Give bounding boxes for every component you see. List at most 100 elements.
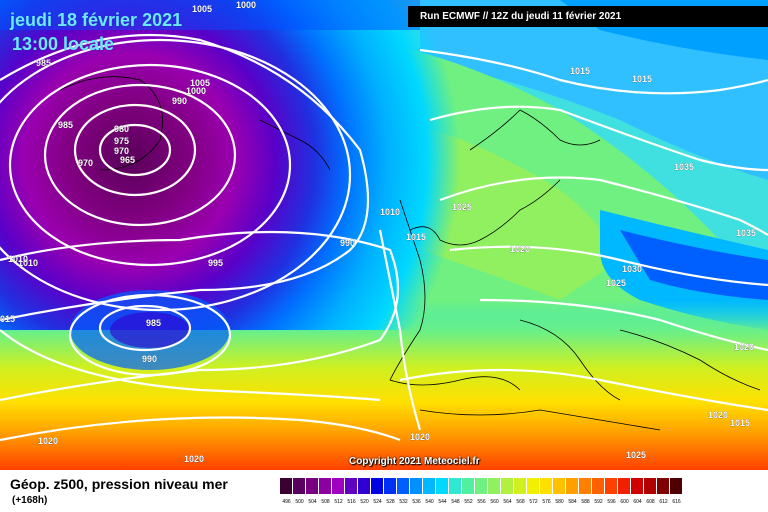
legend-tick-label: 536 <box>412 499 421 505</box>
isobar-label: 1020 <box>708 410 728 420</box>
legend-swatch <box>657 478 670 494</box>
legend-tick-label: 524 <box>373 499 382 505</box>
legend-swatch <box>514 478 527 494</box>
legend-swatch <box>475 478 488 494</box>
legend-swatch <box>566 478 579 494</box>
legend-tick-label: 532 <box>399 499 408 505</box>
legend-tick-label: 544 <box>438 499 447 505</box>
legend-tick-label: 564 <box>503 499 512 505</box>
isobar-label: 965 <box>120 155 135 165</box>
legend-tick-label: 576 <box>542 499 551 505</box>
legend-swatch <box>527 478 540 494</box>
legend-swatch <box>488 478 501 494</box>
legend-tick-label: 572 <box>529 499 538 505</box>
forecast-lead: (+168h) <box>12 495 48 506</box>
legend-swatch <box>319 478 332 494</box>
color-legend <box>280 478 683 494</box>
isobar-label: 1015 <box>632 74 652 84</box>
isobar-label: 1025 <box>606 278 626 288</box>
legend-tick-label: 568 <box>516 499 525 505</box>
isobar-label: 015 <box>0 314 15 324</box>
isobar-label: 1015 <box>406 232 426 242</box>
isobar-label: 1010 <box>18 258 38 268</box>
legend-swatch <box>618 478 631 494</box>
legend-swatch <box>358 478 371 494</box>
legend-tick-label: 580 <box>555 499 564 505</box>
isobar-label: 1020 <box>410 432 430 442</box>
isobar-label: 1020 <box>184 454 204 464</box>
isobars <box>0 33 768 442</box>
map-date-title: jeudi 18 février 2021 <box>10 10 183 30</box>
coastlines <box>59 76 761 431</box>
legend-tick-label: 540 <box>425 499 434 505</box>
map-footer: Géop. z500, pression niveau mer (+168h) … <box>0 470 768 512</box>
isobar-label: 1005 <box>190 78 210 88</box>
isobar-label: 1025 <box>452 202 472 212</box>
isobar-label: 990 <box>172 96 187 106</box>
legend-swatch <box>553 478 566 494</box>
isobar-label: 970 <box>78 158 93 168</box>
map-time-title: 13:00 locale <box>12 34 115 54</box>
isobar-label: 1035 <box>674 162 694 172</box>
legend-tick-label: 588 <box>581 499 590 505</box>
legend-tick-label: 516 <box>347 499 356 505</box>
isobar-label: 990 <box>142 354 157 364</box>
legend-swatch <box>397 478 410 494</box>
legend-tick-label: 552 <box>464 499 473 505</box>
legend-swatch <box>345 478 358 494</box>
isobar-label: 990 <box>340 238 355 248</box>
isobar-label: 985 <box>58 120 73 130</box>
legend-swatch <box>605 478 618 494</box>
isobar-label: 1035 <box>736 228 756 238</box>
legend-tick-label: 596 <box>607 499 616 505</box>
legend-tick-label: 504 <box>308 499 317 505</box>
legend-tick-label: 612 <box>659 499 668 505</box>
legend-swatch <box>436 478 449 494</box>
legend-tick-label: 508 <box>321 499 330 505</box>
legend-tick-label: 556 <box>477 499 486 505</box>
isobar-label: 1000 <box>236 0 256 10</box>
isobar-label: 1020 <box>734 342 754 352</box>
legend-tick-label: 600 <box>620 499 629 505</box>
isobar-label: 1015 <box>730 418 750 428</box>
legend-swatch <box>592 478 605 494</box>
isobar-labels: 1005 1000 985 985 980 975 970 965 970 10… <box>0 0 756 464</box>
legend-tick-label: 560 <box>490 499 499 505</box>
isobar-label: 995 <box>208 258 223 268</box>
legend-tick-label: 592 <box>594 499 603 505</box>
legend-swatch <box>501 478 514 494</box>
legend-swatch <box>280 478 293 494</box>
legend-swatch <box>423 478 436 494</box>
isobar-label: 1015 <box>570 66 590 76</box>
isobar-label: 1010 <box>8 254 28 264</box>
isobar-label: 1005 <box>192 4 212 14</box>
legend-swatch <box>449 478 462 494</box>
map-canvas: 1005 1000 985 985 980 975 970 965 970 10… <box>0 0 768 470</box>
legend-swatch <box>410 478 423 494</box>
legend-swatch <box>371 478 384 494</box>
run-info-banner: Run ECMWF // 12Z du jeudi 11 février 202… <box>408 6 768 27</box>
isobar-label: 985 <box>36 58 51 68</box>
isobar-label: 985 <box>146 318 161 328</box>
legend-swatch <box>332 478 345 494</box>
legend-swatch <box>384 478 397 494</box>
isobar-label: 1000 <box>186 86 206 96</box>
legend-tick-label: 616 <box>672 499 681 505</box>
isobar-label: 970 <box>114 146 129 156</box>
copyright-text: Copyright 2021 Meteociel.fr <box>349 456 480 467</box>
isobar-label: 1030 <box>622 264 642 274</box>
legend-tick-label: 608 <box>646 499 655 505</box>
legend-swatch <box>293 478 306 494</box>
weather-map: 1005 1000 985 985 980 975 970 965 970 10… <box>0 0 768 470</box>
isobar-label: 975 <box>114 136 129 146</box>
legend-swatch <box>306 478 319 494</box>
legend-tick-label: 548 <box>451 499 460 505</box>
legend-tick-label: 512 <box>334 499 343 505</box>
isobar-label: 1020 <box>510 244 530 254</box>
legend-tick-label: 604 <box>633 499 642 505</box>
legend-swatch <box>579 478 592 494</box>
isobar-label: 980 <box>114 124 129 134</box>
legend-swatch <box>644 478 657 494</box>
legend-swatch <box>631 478 644 494</box>
legend-swatch <box>670 478 683 494</box>
